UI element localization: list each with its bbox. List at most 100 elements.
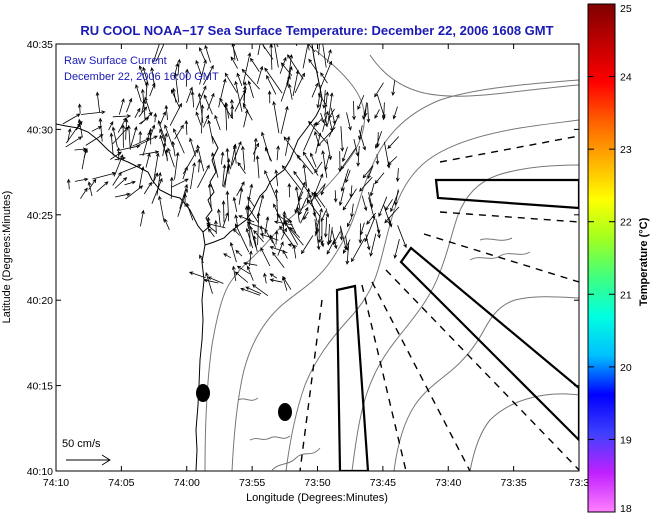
x-axis-ticks: 74:10 74:05 74:00 73:55 73:50 73:45 73:40 73:35… bbox=[43, 44, 589, 489]
current-vector bbox=[323, 216, 328, 238]
current-vector bbox=[280, 105, 289, 134]
current-vector bbox=[317, 127, 336, 147]
current-vector bbox=[185, 68, 189, 87]
dashed-boundary bbox=[439, 211, 579, 223]
current-vector bbox=[74, 177, 89, 182]
current-vector bbox=[311, 191, 322, 208]
current-vector bbox=[117, 117, 127, 133]
current-vector bbox=[182, 148, 199, 175]
current-vector bbox=[206, 216, 211, 227]
current-vector bbox=[134, 107, 141, 118]
current-vector bbox=[320, 183, 326, 196]
current-vector bbox=[282, 214, 292, 223]
current-vector bbox=[81, 148, 88, 170]
station-marker bbox=[196, 384, 210, 402]
colorbar-tick-label: 20 bbox=[620, 362, 632, 374]
current-vector bbox=[312, 205, 317, 217]
current-vector bbox=[190, 90, 195, 108]
current-vector bbox=[320, 72, 328, 84]
colorbar-tick-label: 18 bbox=[620, 503, 632, 515]
current-vector bbox=[307, 44, 310, 51]
current-vector bbox=[250, 57, 260, 72]
current-vector bbox=[108, 120, 114, 131]
current-vector bbox=[330, 107, 337, 125]
current-vector bbox=[315, 222, 320, 233]
current-vector bbox=[369, 233, 377, 257]
current-vector bbox=[301, 235, 314, 255]
current-vector bbox=[139, 150, 160, 156]
current-vector bbox=[362, 166, 373, 179]
current-vector bbox=[230, 104, 235, 119]
current-vector bbox=[310, 173, 324, 205]
current-vector bbox=[98, 117, 103, 142]
current-vector bbox=[111, 126, 118, 148]
current-vector bbox=[282, 249, 288, 259]
contour-line bbox=[369, 54, 579, 97]
current-vector bbox=[207, 276, 224, 284]
current-vector bbox=[169, 176, 174, 199]
current-vector bbox=[333, 190, 338, 203]
current-vector bbox=[259, 233, 279, 241]
current-vector bbox=[151, 177, 163, 204]
current-vector bbox=[141, 99, 146, 113]
station-marker bbox=[278, 403, 292, 421]
current-vector bbox=[243, 85, 247, 101]
current-vector bbox=[302, 44, 310, 69]
y-tick-label: 40:15 bbox=[27, 381, 53, 393]
current-vector bbox=[345, 242, 350, 265]
current-vector bbox=[356, 145, 361, 167]
current-vector bbox=[243, 109, 249, 128]
current-vector bbox=[367, 165, 374, 180]
current-vector bbox=[240, 287, 261, 296]
dashed-boundary bbox=[361, 284, 407, 471]
current-vector bbox=[245, 286, 262, 295]
current-vector bbox=[366, 102, 371, 124]
shipping-lane-east bbox=[434, 178, 579, 210]
current-vector bbox=[223, 163, 231, 188]
current-vector bbox=[236, 72, 243, 86]
y-axis-ticks: 40:35 40:30 40:25 40:20 40:15 40:10 bbox=[27, 39, 579, 478]
current-vector bbox=[112, 114, 132, 118]
current-vector bbox=[358, 125, 363, 141]
current-vector bbox=[211, 152, 219, 178]
current-vector bbox=[300, 206, 309, 224]
current-vector bbox=[234, 214, 239, 228]
shipping-lane-south bbox=[335, 284, 370, 471]
current-vector bbox=[234, 88, 247, 112]
current-vector bbox=[174, 151, 180, 180]
current-vector bbox=[96, 181, 109, 192]
current-vector bbox=[298, 191, 304, 201]
current-vector bbox=[171, 178, 189, 188]
current-vector bbox=[343, 239, 351, 254]
current-vector bbox=[318, 44, 320, 56]
current-vector bbox=[298, 197, 308, 216]
current-vector bbox=[197, 158, 202, 173]
current-vector bbox=[374, 131, 383, 149]
current-vector bbox=[130, 126, 138, 148]
current-vector bbox=[349, 185, 354, 198]
dashed-boundary bbox=[371, 281, 471, 471]
colorbar-tick-label: 19 bbox=[620, 434, 632, 446]
current-vector bbox=[281, 276, 288, 291]
current-vector bbox=[374, 109, 380, 119]
current-vector bbox=[340, 168, 349, 192]
current-vector bbox=[238, 215, 255, 223]
current-vector bbox=[114, 177, 128, 189]
current-vector bbox=[80, 187, 88, 199]
current-vector bbox=[263, 272, 267, 284]
current-vector bbox=[62, 113, 81, 125]
scale-arrowhead bbox=[101, 454, 111, 466]
current-vector bbox=[153, 112, 158, 123]
contour-line bbox=[393, 296, 579, 471]
colorbar-title: Temperature (°C) bbox=[638, 217, 650, 306]
current-vector bbox=[325, 208, 330, 218]
current-vector bbox=[217, 208, 221, 227]
current-vector bbox=[223, 253, 232, 259]
current-vector bbox=[340, 147, 357, 170]
current-vector bbox=[114, 192, 131, 198]
traffic-separation-dashes bbox=[299, 135, 579, 471]
current-vector bbox=[162, 141, 167, 157]
dashed-boundary bbox=[439, 135, 579, 163]
current-vector bbox=[388, 216, 393, 228]
current-vector bbox=[164, 218, 170, 230]
